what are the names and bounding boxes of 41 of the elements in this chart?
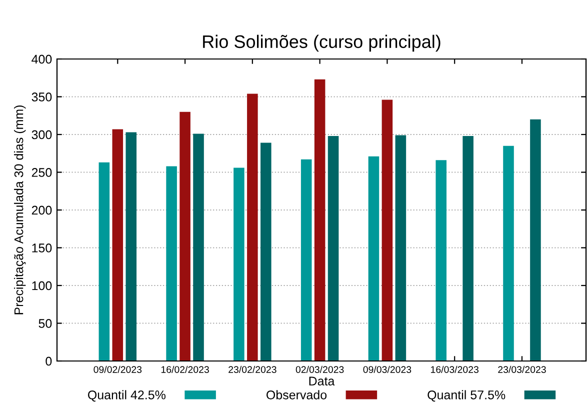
legend-label: Observado: [266, 390, 327, 400]
x-tick-label: 23/03/2023: [498, 366, 546, 373]
bar: [368, 156, 380, 361]
x-tick-label: 09/03/2023: [363, 366, 412, 373]
y-tick-label: 100: [32, 281, 52, 290]
bar: [98, 162, 110, 361]
x-axis-title: Data: [309, 376, 335, 386]
y-tick-label: 300: [32, 130, 52, 140]
x-tick-label: 09/02/2023: [94, 366, 142, 373]
legend-label: Quantil 57.5%: [428, 390, 506, 402]
x-tick-label: 23/02/2023: [228, 366, 276, 373]
bar: [530, 119, 541, 361]
y-tick-label: 200: [32, 206, 52, 215]
x-tick-label: 16/03/2023: [431, 366, 478, 373]
bar: [395, 135, 406, 361]
bar: [260, 142, 272, 361]
bar: [300, 159, 312, 361]
y-tick-label: 0: [46, 356, 52, 366]
bar: [247, 94, 258, 361]
bar: [193, 134, 204, 361]
y-axis-title: Precipitação Acumulada 30 dias (mm): [14, 106, 26, 314]
bar: [166, 166, 177, 361]
y-tick-label: 400: [32, 54, 52, 64]
bar: [126, 132, 137, 361]
y-tick-label: 150: [32, 244, 52, 252]
x-tick-label: 02/03/2023: [296, 366, 344, 373]
y-tick-label: 350: [32, 92, 52, 102]
bar: [234, 168, 244, 361]
bar: [314, 79, 326, 361]
bar: [180, 112, 190, 361]
bar: [112, 129, 124, 361]
chart-title: Rio Solimões (curso principal): [203, 34, 440, 52]
x-tick-label: 16/02/2023: [161, 366, 209, 373]
y-tick-label: 250: [32, 168, 52, 177]
bar: [328, 136, 339, 361]
legend-label: Quantil 42.5%: [88, 390, 166, 402]
bar: [436, 160, 447, 361]
bar: [503, 146, 514, 361]
bar: [462, 136, 474, 361]
bar: [382, 100, 393, 361]
y-tick-label: 50: [38, 319, 52, 328]
